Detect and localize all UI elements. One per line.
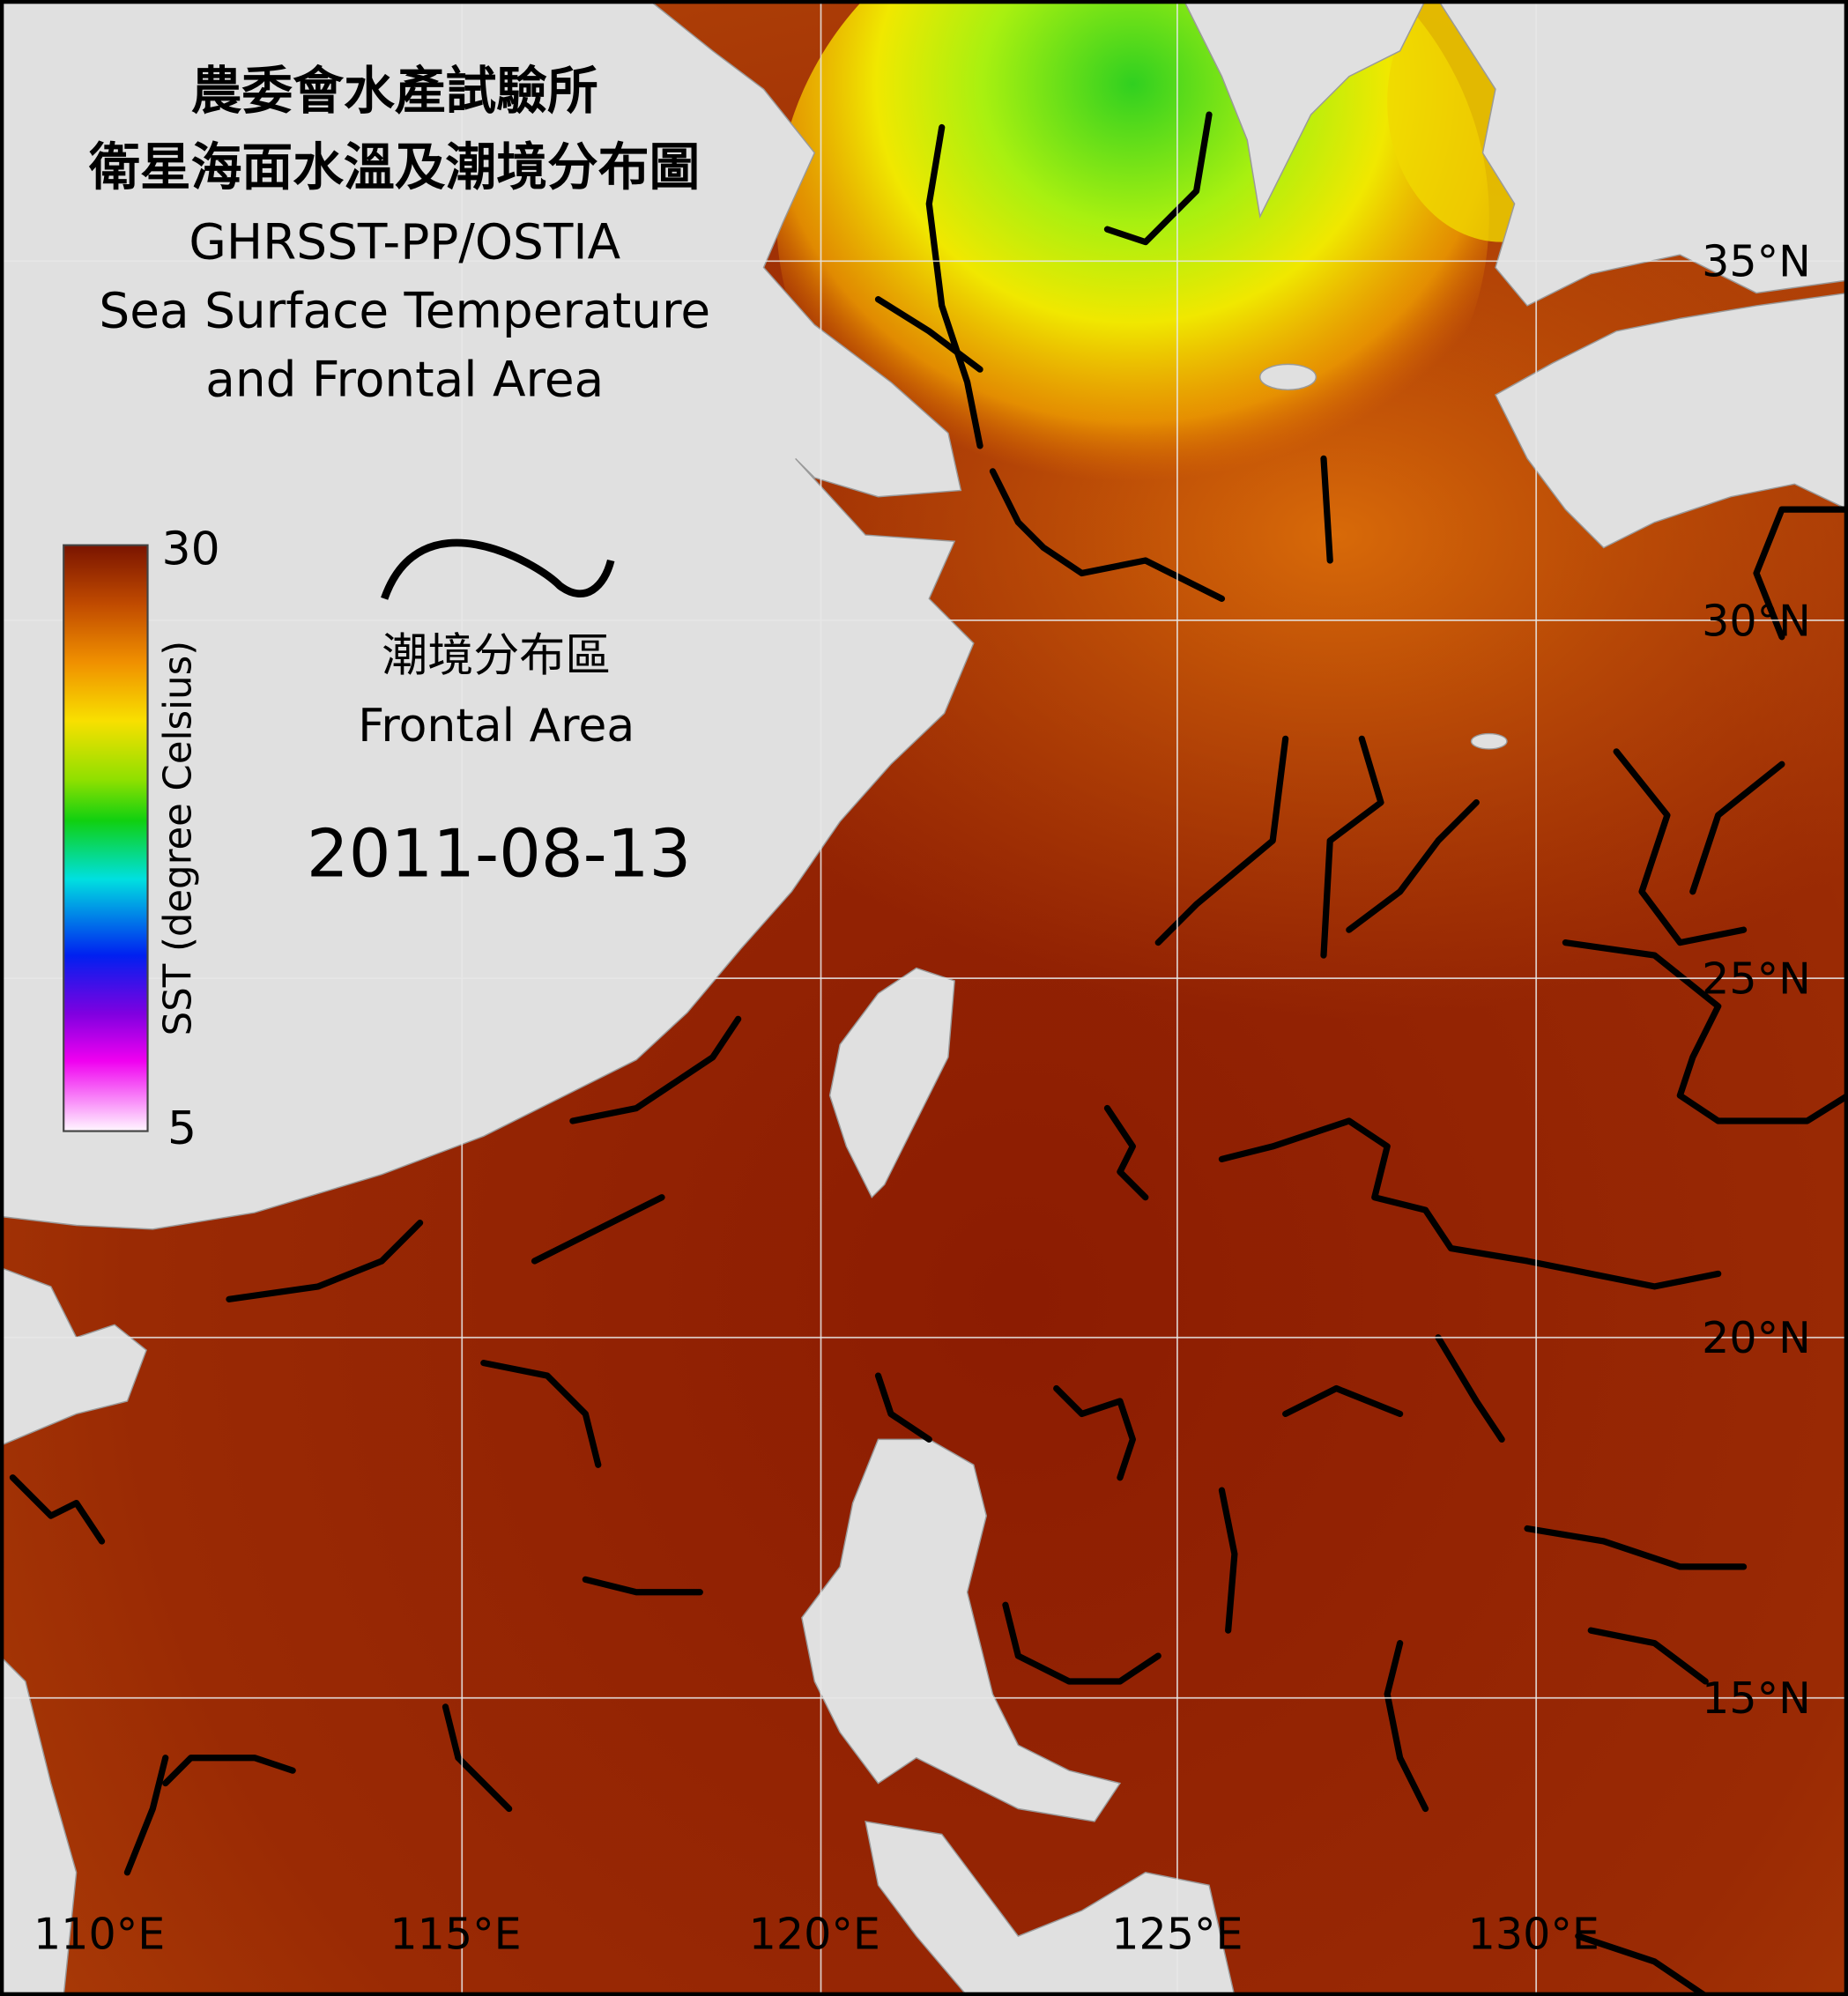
land-japan — [1494, 292, 1848, 549]
front — [1435, 1334, 1505, 1443]
colorbar-label: SST (degree Celsius) — [157, 641, 201, 1035]
front — [989, 468, 1226, 602]
legend-symbol — [381, 538, 615, 600]
fronts — [9, 111, 1848, 1996]
front — [874, 1372, 932, 1443]
front — [1753, 506, 1848, 641]
legend: 潮境分布區 Frontal Area — [358, 538, 635, 753]
front — [442, 1703, 513, 1813]
front — [123, 1755, 169, 1876]
land-island — [1259, 363, 1317, 391]
front — [1320, 455, 1333, 564]
title-en: GHRSST-PP/OSTIA — [189, 213, 620, 270]
land-korea — [1437, 0, 1848, 307]
title-en: and Frontal Area — [205, 352, 604, 408]
lat-label: 25°N — [1702, 953, 1811, 1004]
front — [1002, 1601, 1161, 1685]
front — [1218, 1487, 1238, 1634]
land-taiwan — [828, 967, 955, 1198]
land-vietnam — [0, 1655, 78, 1996]
colorbar: 30 5 SST (degree Celsius) — [63, 523, 220, 1155]
title-zh: 農委會水產試驗所 — [191, 61, 598, 121]
front — [1053, 1384, 1136, 1481]
land-hainan — [0, 1266, 147, 1447]
front — [582, 1576, 703, 1596]
land-liaodong — [1183, 0, 1427, 219]
colorbar-max: 30 — [162, 523, 220, 575]
land-china — [0, 0, 975, 1230]
legend-label-en: Frontal Area — [358, 700, 635, 753]
lon-labels: 110°E 115°E 120°E 125°E 130°E — [33, 1908, 1599, 1959]
colorbar-scale — [63, 544, 149, 1132]
lon-label: 125°E — [1111, 1908, 1243, 1959]
title: 農委會水產試驗所 衛星海面水溫及潮境分布圖 GHRSST-PP/OSTIA Se… — [88, 61, 710, 408]
front — [569, 1015, 742, 1124]
lon-label: 120°E — [749, 1908, 880, 1959]
front — [1613, 748, 1748, 946]
front — [531, 1194, 665, 1265]
lat-label: 35°N — [1702, 236, 1811, 287]
colorbar-min: 5 — [167, 1102, 197, 1155]
front — [874, 296, 983, 373]
date: 2011-08-13 — [307, 814, 691, 892]
front — [1218, 1117, 1722, 1290]
title-zh: 衛星海面水溫及潮境分布圖 — [88, 137, 700, 197]
cool-area — [776, 0, 1489, 548]
front — [162, 1755, 296, 1787]
front — [226, 1220, 424, 1302]
front — [1575, 1933, 1709, 1996]
land-luzon — [801, 1438, 1122, 1822]
front — [1346, 799, 1480, 933]
front — [1320, 735, 1384, 959]
lon-label: 130°E — [1468, 1908, 1599, 1959]
land-island — [1470, 732, 1508, 750]
front — [1103, 111, 1213, 246]
legend-label-zh: 潮境分布區 — [382, 630, 611, 683]
front — [1103, 1104, 1149, 1201]
front — [1587, 1627, 1709, 1685]
lat-labels: 35°N 30°N 25°N 20°N 15°N — [1702, 236, 1811, 1724]
front — [925, 123, 983, 449]
front — [1524, 1525, 1748, 1570]
lat-label: 30°N — [1702, 595, 1811, 646]
front — [1282, 1384, 1404, 1418]
front — [1384, 1640, 1429, 1813]
lat-label: 20°N — [1702, 1312, 1811, 1363]
front — [480, 1360, 602, 1468]
lat-label: 15°N — [1702, 1673, 1811, 1724]
title-en: Sea Surface Temperature — [99, 282, 710, 338]
front — [1689, 761, 1785, 895]
front — [1562, 939, 1848, 1124]
lon-label: 115°E — [390, 1908, 521, 1959]
front — [9, 1474, 106, 1545]
lon-label: 110°E — [33, 1908, 165, 1959]
